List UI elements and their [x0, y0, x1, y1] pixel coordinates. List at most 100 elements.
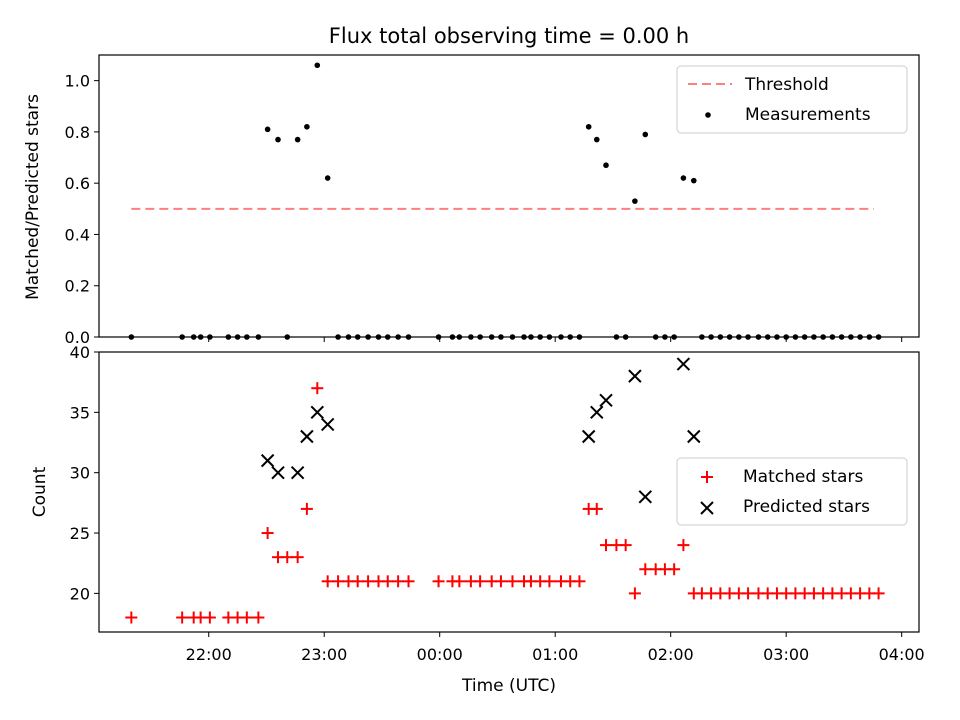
predicted-star-point	[320, 417, 335, 432]
top-y-tick-label: 0.4	[65, 225, 90, 244]
bottom-y-axis: 20 25 30 35 40	[70, 343, 99, 603]
matched-star-point	[125, 611, 138, 624]
matched-star-point	[252, 611, 265, 624]
top-legend: Threshold Measurements	[676, 65, 908, 134]
matched-star-point	[281, 551, 294, 564]
matched-star-point	[362, 575, 375, 588]
predicted-x-b	[260, 453, 275, 468]
bottom-plot-frame	[98, 351, 920, 633]
top-y-tick-label: 0.8	[65, 123, 90, 142]
matched-star-point	[432, 575, 445, 588]
matched-star-point	[321, 575, 334, 588]
predicted-x-b	[300, 429, 314, 444]
top-y-axis-label: Matched/Predicted stars	[23, 94, 43, 300]
predicted-star-point	[599, 393, 613, 407]
bottom-x-axis: 22:00 23:00 00:00 01:00 02:00 03:00 04:00	[186, 632, 925, 664]
legend-matched-label: Matched stars	[743, 467, 863, 487]
bottom-y-tick-label: 30	[70, 464, 90, 483]
measurement-point	[593, 136, 600, 143]
predicted-star-point	[290, 465, 305, 480]
matched-star-point	[872, 587, 885, 600]
bottom-count-points	[125, 357, 885, 624]
predicted-x-b	[581, 429, 596, 444]
top-chart-title: Flux total observing time = 0.00 h	[329, 24, 689, 48]
matched-star-point	[590, 502, 603, 515]
matched-star-point	[392, 575, 405, 588]
measurement-point	[603, 162, 609, 169]
predicted-x-b	[638, 490, 652, 504]
bottom-x-tick-label: 23:00	[301, 645, 347, 664]
top-y-tick-label: 0.2	[65, 277, 90, 296]
matched-star-point	[240, 611, 253, 624]
measurement-point	[275, 136, 281, 143]
measurement-point	[264, 126, 271, 133]
matched-star-point	[332, 575, 345, 588]
matched-star-point	[742, 587, 755, 600]
predicted-star-point	[271, 465, 285, 480]
top-plot-frame	[98, 54, 920, 338]
measurement-point	[314, 62, 321, 69]
matched-star-point	[402, 575, 415, 588]
predicted-x-b	[599, 393, 613, 407]
matched-star-point	[494, 575, 507, 588]
matched-star-point	[677, 539, 690, 552]
legend-measurements-label: Measurements	[745, 105, 871, 125]
predicted-star-point	[260, 453, 275, 468]
predicted-star-point	[676, 357, 691, 371]
matched-star-point	[311, 382, 324, 395]
predicted-x-b	[676, 357, 691, 371]
predicted-x-b	[628, 369, 642, 383]
top-y-tick-label: 0.0	[65, 328, 90, 347]
measurement-point	[324, 175, 331, 181]
measurement-point	[642, 131, 649, 138]
matched-star-point	[291, 551, 304, 564]
matched-star-point	[300, 502, 313, 515]
matched-star-point	[351, 575, 364, 588]
predicted-x-b	[271, 465, 285, 480]
bottom-y-tick-label: 25	[70, 524, 90, 543]
predicted-x-b	[310, 405, 324, 420]
matched-star-point	[639, 563, 652, 576]
top-legend-box	[676, 65, 908, 134]
predicted-x-b	[290, 465, 305, 480]
top-y-axis: 0.0 0.2 0.4 0.6 0.8 1.0	[65, 72, 99, 347]
bottom-x-tick-label: 03:00	[763, 645, 809, 664]
predicted-star-point	[310, 405, 324, 420]
matched-star-point	[474, 575, 487, 588]
bottom-legend-box	[676, 457, 908, 526]
measurement-point	[680, 175, 687, 181]
predicted-star-point	[300, 429, 314, 444]
matched-star-point	[600, 539, 613, 552]
bottom-x-tick-label: 22:00	[186, 645, 232, 664]
matched-star-point	[176, 611, 189, 624]
matched-star-point	[203, 611, 216, 624]
bottom-y-tick-label: 40	[70, 343, 90, 362]
bottom-x-tick-label: 00:00	[417, 645, 463, 664]
matched-star-point	[543, 575, 556, 588]
bottom-y-tick-label: 20	[70, 584, 90, 603]
bottom-x-tick-label: 04:00	[879, 645, 925, 664]
matched-star-point	[668, 563, 681, 576]
measurement-point	[585, 123, 592, 130]
predicted-star-point	[687, 429, 701, 444]
bottom-y-axis-label: Count	[30, 466, 50, 517]
x-axis-label: Time (UTC)	[461, 676, 556, 696]
top-y-tick-label: 1.0	[65, 72, 90, 91]
top-y-tick-label: 0.6	[65, 174, 90, 193]
measurement-point	[632, 198, 638, 204]
matched-star-point	[619, 539, 632, 552]
predicted-x-b	[687, 429, 701, 444]
measurement-point	[690, 177, 697, 184]
legend-threshold-label: Threshold	[744, 75, 829, 95]
predicted-star-point	[638, 490, 652, 504]
legend-predicted-label: Predicted stars	[743, 497, 870, 517]
predicted-star-point	[628, 369, 642, 383]
matched-star-point	[381, 575, 394, 588]
bottom-legend: Matched stars Predicted stars	[676, 457, 908, 526]
matched-star-point	[628, 587, 641, 600]
measurement-point	[294, 136, 301, 143]
bottom-x-tick-label: 02:00	[648, 645, 694, 664]
bottom-y-tick-label: 35	[70, 403, 90, 422]
bottom-x-tick-label: 01:00	[532, 645, 578, 664]
